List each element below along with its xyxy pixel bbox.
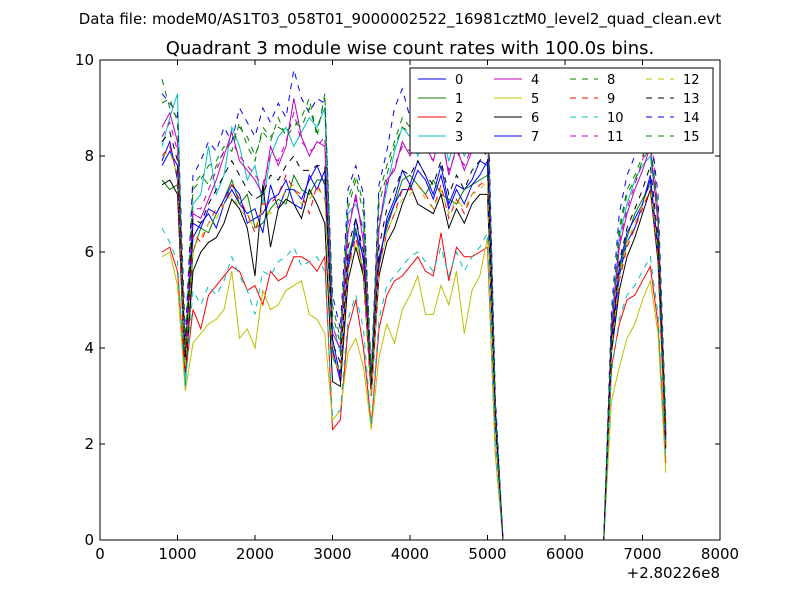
series-line-1 bbox=[161, 173, 667, 540]
legend-label-11: 11 bbox=[607, 130, 624, 145]
legend-label-5: 5 bbox=[531, 92, 539, 107]
series-line-2 bbox=[161, 232, 667, 540]
x-tick-label: 7000 bbox=[623, 545, 661, 563]
series-line-5 bbox=[161, 237, 667, 540]
chart-title: Quadrant 3 module wise count rates with … bbox=[166, 38, 655, 59]
legend-box bbox=[409, 67, 714, 154]
x-tick-label: 2000 bbox=[236, 545, 274, 563]
y-tick-label: 2 bbox=[84, 435, 94, 453]
legend-label-2: 2 bbox=[455, 111, 463, 126]
y-tick-label: 6 bbox=[84, 243, 94, 261]
series-line-3 bbox=[161, 88, 667, 540]
legend-label-13: 13 bbox=[683, 92, 700, 107]
legend-label-3: 3 bbox=[455, 130, 463, 145]
legend-label-6: 6 bbox=[531, 111, 539, 126]
legend-label-4: 4 bbox=[531, 73, 539, 88]
x-tick-label: 4000 bbox=[391, 545, 429, 563]
legend-label-7: 7 bbox=[531, 130, 539, 145]
legend-label-10: 10 bbox=[607, 111, 624, 126]
legend-label-9: 9 bbox=[607, 92, 615, 107]
legend-label-12: 12 bbox=[683, 73, 700, 88]
legend-label-15: 15 bbox=[683, 130, 700, 145]
y-tick-label: 10 bbox=[75, 51, 94, 69]
chart-suptitle: Data file: modeM0/AS1T03_058T01_90000025… bbox=[79, 10, 722, 29]
series-line-11 bbox=[161, 110, 667, 540]
x-tick-label: 0 bbox=[95, 545, 105, 563]
y-tick-label: 4 bbox=[84, 339, 94, 357]
x-tick-label: 3000 bbox=[313, 545, 351, 563]
series-line-7 bbox=[161, 139, 667, 540]
legend-label-8: 8 bbox=[607, 73, 615, 88]
y-tick-label: 0 bbox=[84, 531, 94, 549]
legend-label-1: 1 bbox=[455, 92, 463, 107]
x-tick-label: 6000 bbox=[546, 545, 584, 563]
x-tick-label: 5000 bbox=[468, 545, 506, 563]
x-tick-label: 8000 bbox=[701, 545, 739, 563]
series-line-6 bbox=[161, 179, 667, 540]
series-line-0 bbox=[161, 150, 667, 540]
x-offset-label: +2.80226e8 bbox=[627, 564, 720, 582]
plot-frame bbox=[99, 59, 721, 541]
series-line-10 bbox=[161, 227, 667, 540]
series-line-14 bbox=[161, 69, 667, 540]
y-tick-label: 8 bbox=[84, 147, 94, 165]
series-line-15 bbox=[161, 97, 667, 540]
series-line-12 bbox=[161, 150, 667, 540]
legend-label-14: 14 bbox=[683, 111, 700, 126]
x-tick-label: 1000 bbox=[158, 545, 196, 563]
series-line-13 bbox=[161, 130, 667, 540]
legend-label-0: 0 bbox=[455, 73, 463, 88]
